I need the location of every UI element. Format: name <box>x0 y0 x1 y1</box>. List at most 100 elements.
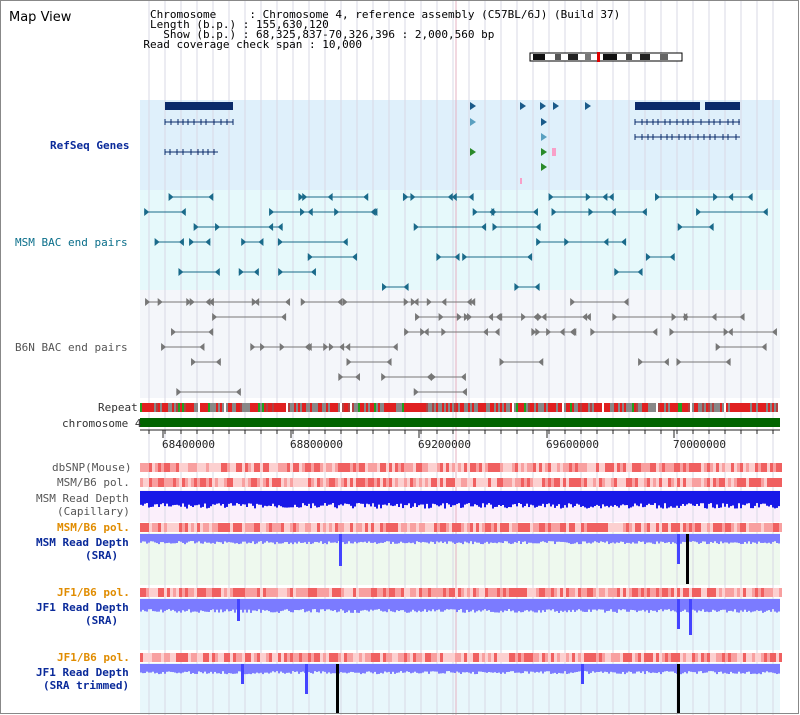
msm-bac-track-bg <box>140 190 780 290</box>
repeat-segment <box>348 403 350 412</box>
pol-segment <box>449 523 452 532</box>
pol-segment <box>620 478 623 487</box>
msm-sra-depth-bar <box>530 534 532 543</box>
pol-segment <box>506 588 509 597</box>
pol-segment <box>641 523 644 532</box>
pol-segment <box>575 523 578 532</box>
jf1-trim-depth-bar <box>340 664 342 673</box>
jf1-trim-depth-bar <box>222 664 224 672</box>
pol-segment <box>527 653 530 662</box>
repeat-segment <box>446 403 448 412</box>
capillary-depth-bar <box>402 491 404 509</box>
repeat-segment <box>630 403 632 412</box>
track-label-dbsnp[interactable]: dbSNP(Mouse) <box>52 461 132 474</box>
capillary-depth-bar <box>634 491 636 504</box>
track-label-msm-depth-sra[interactable]: MSM Read Depth <box>36 536 129 549</box>
track-label-msm-depth-capillary[interactable]: MSM Read Depth <box>36 492 129 505</box>
repeat-segment <box>244 403 246 412</box>
pol-segment <box>683 523 686 532</box>
msm-sra-depth-bar <box>244 534 246 542</box>
jf1-sra-depth-bar <box>208 599 210 612</box>
jf1-trim-depth-bar <box>310 664 312 673</box>
msm-sra-depth-bar <box>532 534 534 544</box>
pol-segment <box>353 478 356 487</box>
track-label-jf1-b6-pol[interactable]: JF1/B6 pol. <box>57 586 130 599</box>
repeat-segment <box>760 403 762 412</box>
pol-segment <box>158 478 161 487</box>
jf1-trim-depth-bar <box>764 664 766 673</box>
pol-segment <box>197 478 200 487</box>
pol-segment <box>662 523 665 532</box>
pol-segment <box>215 478 218 487</box>
track-label-msm-bac[interactable]: MSM BAC end pairs <box>15 236 128 249</box>
msm-sra-depth-bar <box>278 534 280 544</box>
pol-segment <box>539 523 542 532</box>
pol-segment <box>206 523 209 532</box>
pol-segment <box>566 523 569 532</box>
pol-segment <box>209 478 212 487</box>
pol-segment <box>539 463 542 472</box>
track-label-msm-b6-pol[interactable]: MSM/B6 pol. <box>57 476 130 489</box>
jf1-sra-depth-bar <box>532 599 534 612</box>
depth-spike <box>689 599 692 635</box>
pol-segment <box>395 523 398 532</box>
gene-arrow <box>541 163 547 171</box>
jf1-sra-depth-bar <box>396 599 398 611</box>
track-label-repeat[interactable]: Repeat <box>98 401 138 414</box>
capillary-depth-bar <box>194 491 196 506</box>
jf1-trim-depth-bar <box>550 664 552 674</box>
pol-segment <box>434 588 437 597</box>
msm-sra-depth-bar <box>574 534 576 544</box>
repeat-segment <box>410 403 412 412</box>
pol-segment <box>548 478 551 487</box>
jf1-trim-depth-bar <box>740 664 742 674</box>
repeat-segment <box>282 403 284 412</box>
repeat-segment <box>586 403 588 412</box>
jf1-sra-depth-bar <box>300 599 302 610</box>
msm-sra-depth-bar <box>616 534 618 543</box>
bac-end-marker <box>481 223 487 231</box>
capillary-depth-bar <box>306 491 308 507</box>
jf1-trim-depth-bar <box>314 664 316 672</box>
capillary-depth-bar <box>296 491 298 507</box>
jf1-sra-depth-bar <box>770 599 772 612</box>
bac-end-marker <box>638 358 644 366</box>
jf1-sra-depth-bar <box>452 599 454 610</box>
pol-segment <box>722 463 725 472</box>
pol-segment <box>761 653 764 662</box>
capillary-depth-bar <box>156 491 158 505</box>
repeat-segment <box>588 403 590 412</box>
jf1-sra-depth-bar <box>274 599 276 613</box>
pol-segment <box>200 463 203 472</box>
jf1-sra-depth-bar <box>566 599 568 613</box>
pol-segment <box>734 523 737 532</box>
pol-segment <box>350 478 353 487</box>
repeat-segment <box>778 403 780 412</box>
pol-segment <box>260 588 263 597</box>
pol-segment <box>572 478 575 487</box>
capillary-depth-bar <box>358 491 360 504</box>
pol-segment <box>386 588 389 597</box>
track-label-jf1-depth-sra[interactable]: JF1 Read Depth <box>36 601 129 614</box>
msm-sra-depth-bar <box>156 534 158 544</box>
track-label-jf1-depth-trimmed[interactable]: JF1 Read Depth <box>36 666 129 679</box>
jf1-sra-depth-bar <box>502 599 504 613</box>
jf1-trim-depth-bar <box>668 664 670 672</box>
track-label-b6n-bac[interactable]: B6N BAC end pairs <box>15 341 128 354</box>
track-label-jf1-b6-pol-2[interactable]: JF1/B6 pol. <box>57 651 130 664</box>
pol-segment <box>689 463 692 472</box>
jf1-trim-depth-bar <box>486 664 488 673</box>
pol-segment <box>497 463 500 472</box>
capillary-depth-bar <box>620 491 622 506</box>
pol-segment <box>143 463 146 472</box>
msm-sra-depth-bar <box>440 534 442 542</box>
pol-segment <box>671 478 674 487</box>
pol-segment <box>176 523 179 532</box>
msm-sra-depth-bar <box>432 534 434 543</box>
track-label-msm-b6-pol-sra[interactable]: MSM/B6 pol. <box>57 521 130 534</box>
track-label-refseq[interactable]: RefSeq Genes <box>50 139 130 152</box>
jf1-sra-depth-bar <box>736 599 738 613</box>
jf1-sra-depth-bar <box>222 599 224 613</box>
jf1-sra-depth-bar <box>550 599 552 611</box>
